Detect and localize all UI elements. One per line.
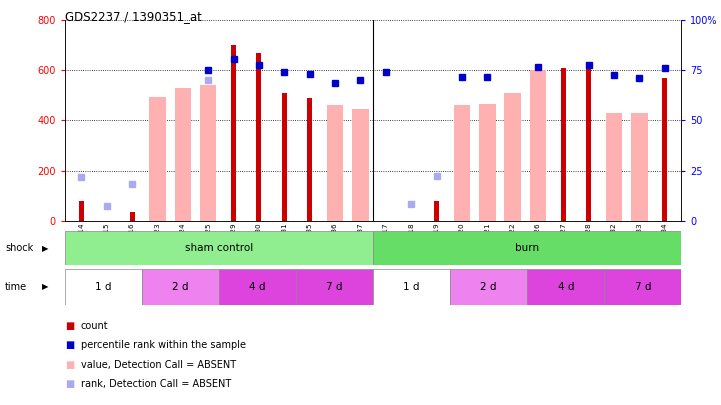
- Bar: [130, 212, 135, 221]
- Text: ■: ■: [65, 360, 74, 370]
- Bar: [454, 105, 470, 221]
- Text: 1 d: 1 d: [403, 282, 420, 292]
- Text: GDS2237 / 1390351_at: GDS2237 / 1390351_at: [65, 10, 202, 23]
- Bar: [282, 93, 287, 221]
- Text: 2 d: 2 d: [480, 282, 497, 292]
- Bar: [434, 201, 439, 221]
- Bar: [561, 68, 566, 221]
- Text: count: count: [81, 321, 108, 331]
- Bar: [479, 104, 495, 221]
- Bar: [257, 53, 262, 221]
- Bar: [79, 201, 84, 221]
- Text: ■: ■: [65, 341, 74, 350]
- Text: ■: ■: [65, 321, 74, 331]
- Bar: [142, 269, 219, 305]
- Bar: [65, 231, 373, 265]
- Bar: [505, 93, 521, 221]
- Bar: [527, 269, 604, 305]
- Text: ■: ■: [65, 379, 74, 389]
- Bar: [352, 109, 368, 221]
- Bar: [231, 45, 236, 221]
- Bar: [586, 65, 591, 221]
- Text: rank, Detection Call = ABSENT: rank, Detection Call = ABSENT: [81, 379, 231, 389]
- Text: ▶: ▶: [42, 243, 48, 253]
- Text: ▶: ▶: [42, 282, 48, 291]
- Text: 2 d: 2 d: [172, 282, 189, 292]
- Text: 4 d: 4 d: [249, 282, 266, 292]
- Text: time: time: [5, 282, 27, 292]
- Bar: [327, 105, 343, 221]
- Bar: [296, 269, 373, 305]
- Bar: [663, 78, 668, 221]
- Text: sham control: sham control: [185, 243, 253, 253]
- Text: 4 d: 4 d: [557, 282, 574, 292]
- Bar: [65, 269, 142, 305]
- Text: percentile rank within the sample: percentile rank within the sample: [81, 341, 246, 350]
- Text: burn: burn: [516, 243, 539, 253]
- Bar: [307, 98, 312, 221]
- Text: 7 d: 7 d: [327, 282, 343, 292]
- Bar: [632, 113, 647, 221]
- Bar: [606, 113, 622, 221]
- Text: value, Detection Call = ABSENT: value, Detection Call = ABSENT: [81, 360, 236, 370]
- Bar: [373, 231, 681, 265]
- Bar: [450, 269, 527, 305]
- Bar: [219, 269, 296, 305]
- Bar: [530, 70, 547, 221]
- Text: 1 d: 1 d: [95, 282, 112, 292]
- Bar: [200, 85, 216, 221]
- Bar: [174, 88, 191, 221]
- Bar: [373, 269, 450, 305]
- Bar: [604, 269, 681, 305]
- Text: 7 d: 7 d: [634, 282, 651, 292]
- Bar: [149, 97, 166, 221]
- Text: shock: shock: [5, 243, 33, 253]
